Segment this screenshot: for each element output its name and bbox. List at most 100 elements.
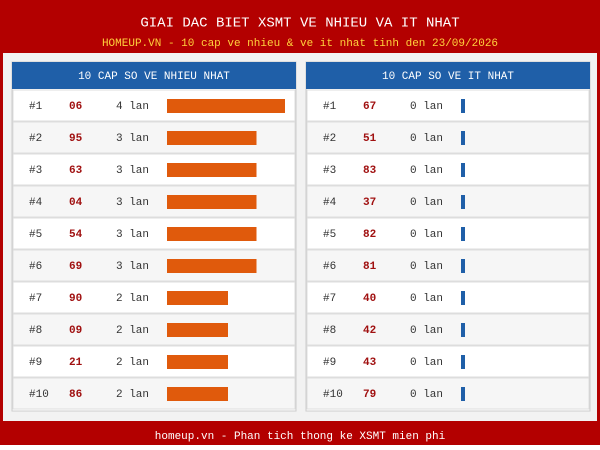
count-label: 3 lan (116, 229, 149, 241)
count-label: 3 lan (116, 133, 149, 145)
number: 04 (69, 197, 83, 209)
row (306, 377, 590, 410)
count-label: 4 lan (116, 101, 149, 113)
count-bar (461, 131, 465, 145)
number: 21 (69, 357, 83, 369)
count-bar (461, 259, 465, 273)
count-label: 0 lan (410, 293, 443, 305)
rank: #9 (323, 357, 336, 369)
count-label: 0 lan (410, 325, 443, 337)
rank: #8 (29, 325, 42, 337)
count-label: 2 lan (116, 325, 149, 337)
count-bar (461, 99, 465, 113)
count-bar (167, 387, 228, 401)
rank: #8 (323, 325, 336, 337)
number: 69 (69, 261, 82, 273)
rank: #1 (29, 101, 43, 113)
count-bar (167, 131, 257, 145)
count-label: 2 lan (116, 293, 149, 305)
count-label: 0 lan (410, 261, 443, 273)
count-bar (167, 291, 228, 305)
rank: #5 (323, 229, 336, 241)
row (12, 313, 296, 346)
row (12, 377, 296, 410)
rank: #7 (323, 293, 336, 305)
count-bar (167, 227, 257, 241)
count-label: 0 lan (410, 357, 443, 369)
number: 79 (363, 389, 376, 401)
row (306, 153, 590, 186)
count-bar (461, 323, 465, 337)
number: 83 (363, 165, 377, 177)
row (306, 121, 590, 154)
number: 90 (69, 293, 82, 305)
count-bar (461, 195, 465, 209)
number: 95 (69, 133, 83, 145)
row (306, 217, 590, 250)
title: GIAI DAC BIET XSMT VE NHIEU VA IT NHAT (140, 16, 459, 32)
rank: #10 (29, 389, 49, 401)
rank: #2 (29, 133, 42, 145)
rank: #4 (29, 197, 43, 209)
count-bar (167, 163, 257, 177)
row (306, 89, 590, 122)
number: 37 (363, 197, 376, 209)
count-label: 2 lan (116, 357, 149, 369)
row (306, 249, 590, 282)
panel-title: 10 CAP SO VE NHIEU NHAT (78, 71, 230, 83)
rank: #4 (323, 197, 337, 209)
rank: #6 (323, 261, 336, 273)
rank: #10 (323, 389, 343, 401)
row (306, 281, 590, 314)
count-label: 0 lan (410, 197, 443, 209)
count-bar (461, 355, 465, 369)
rank: #9 (29, 357, 42, 369)
rank: #1 (323, 101, 337, 113)
number: 51 (363, 133, 377, 145)
count-label: 3 lan (116, 197, 149, 209)
count-bar (167, 323, 228, 337)
number: 81 (363, 261, 377, 273)
rank: #2 (323, 133, 336, 145)
count-bar (167, 195, 257, 209)
rank: #7 (29, 293, 42, 305)
count-label: 0 lan (410, 101, 443, 113)
count-label: 0 lan (410, 165, 443, 177)
number: 86 (69, 389, 82, 401)
row (306, 185, 590, 218)
rank: #3 (323, 165, 336, 177)
row (12, 345, 296, 378)
count-bar (461, 387, 465, 401)
number: 63 (69, 165, 83, 177)
number: 67 (363, 101, 376, 113)
rank: #3 (29, 165, 42, 177)
count-bar (167, 259, 257, 273)
number: 06 (69, 101, 82, 113)
count-bar (461, 163, 465, 177)
row (306, 313, 590, 346)
row (306, 345, 590, 378)
count-label: 0 lan (410, 133, 443, 145)
number: 40 (363, 293, 376, 305)
rank: #5 (29, 229, 42, 241)
number: 54 (69, 229, 83, 241)
panel-header (12, 62, 296, 89)
count-label: 2 lan (116, 389, 149, 401)
count-bar (461, 227, 465, 241)
count-label: 3 lan (116, 261, 149, 273)
count-label: 0 lan (410, 229, 443, 241)
count-label: 3 lan (116, 165, 149, 177)
panel-title: 10 CAP SO VE IT NHAT (382, 71, 514, 83)
number: 09 (69, 325, 82, 337)
panel-header (306, 62, 590, 89)
footer: homeup.vn - Phan tich thong ke XSMT mien… (155, 431, 446, 443)
subtitle: HOMEUP.VN - 10 cap ve nhieu & ve it nhat… (102, 38, 498, 50)
row (12, 281, 296, 314)
count-bar (167, 99, 285, 113)
rank: #6 (29, 261, 42, 273)
number: 42 (363, 325, 376, 337)
number: 82 (363, 229, 376, 241)
number: 43 (363, 357, 377, 369)
count-bar (461, 291, 465, 305)
